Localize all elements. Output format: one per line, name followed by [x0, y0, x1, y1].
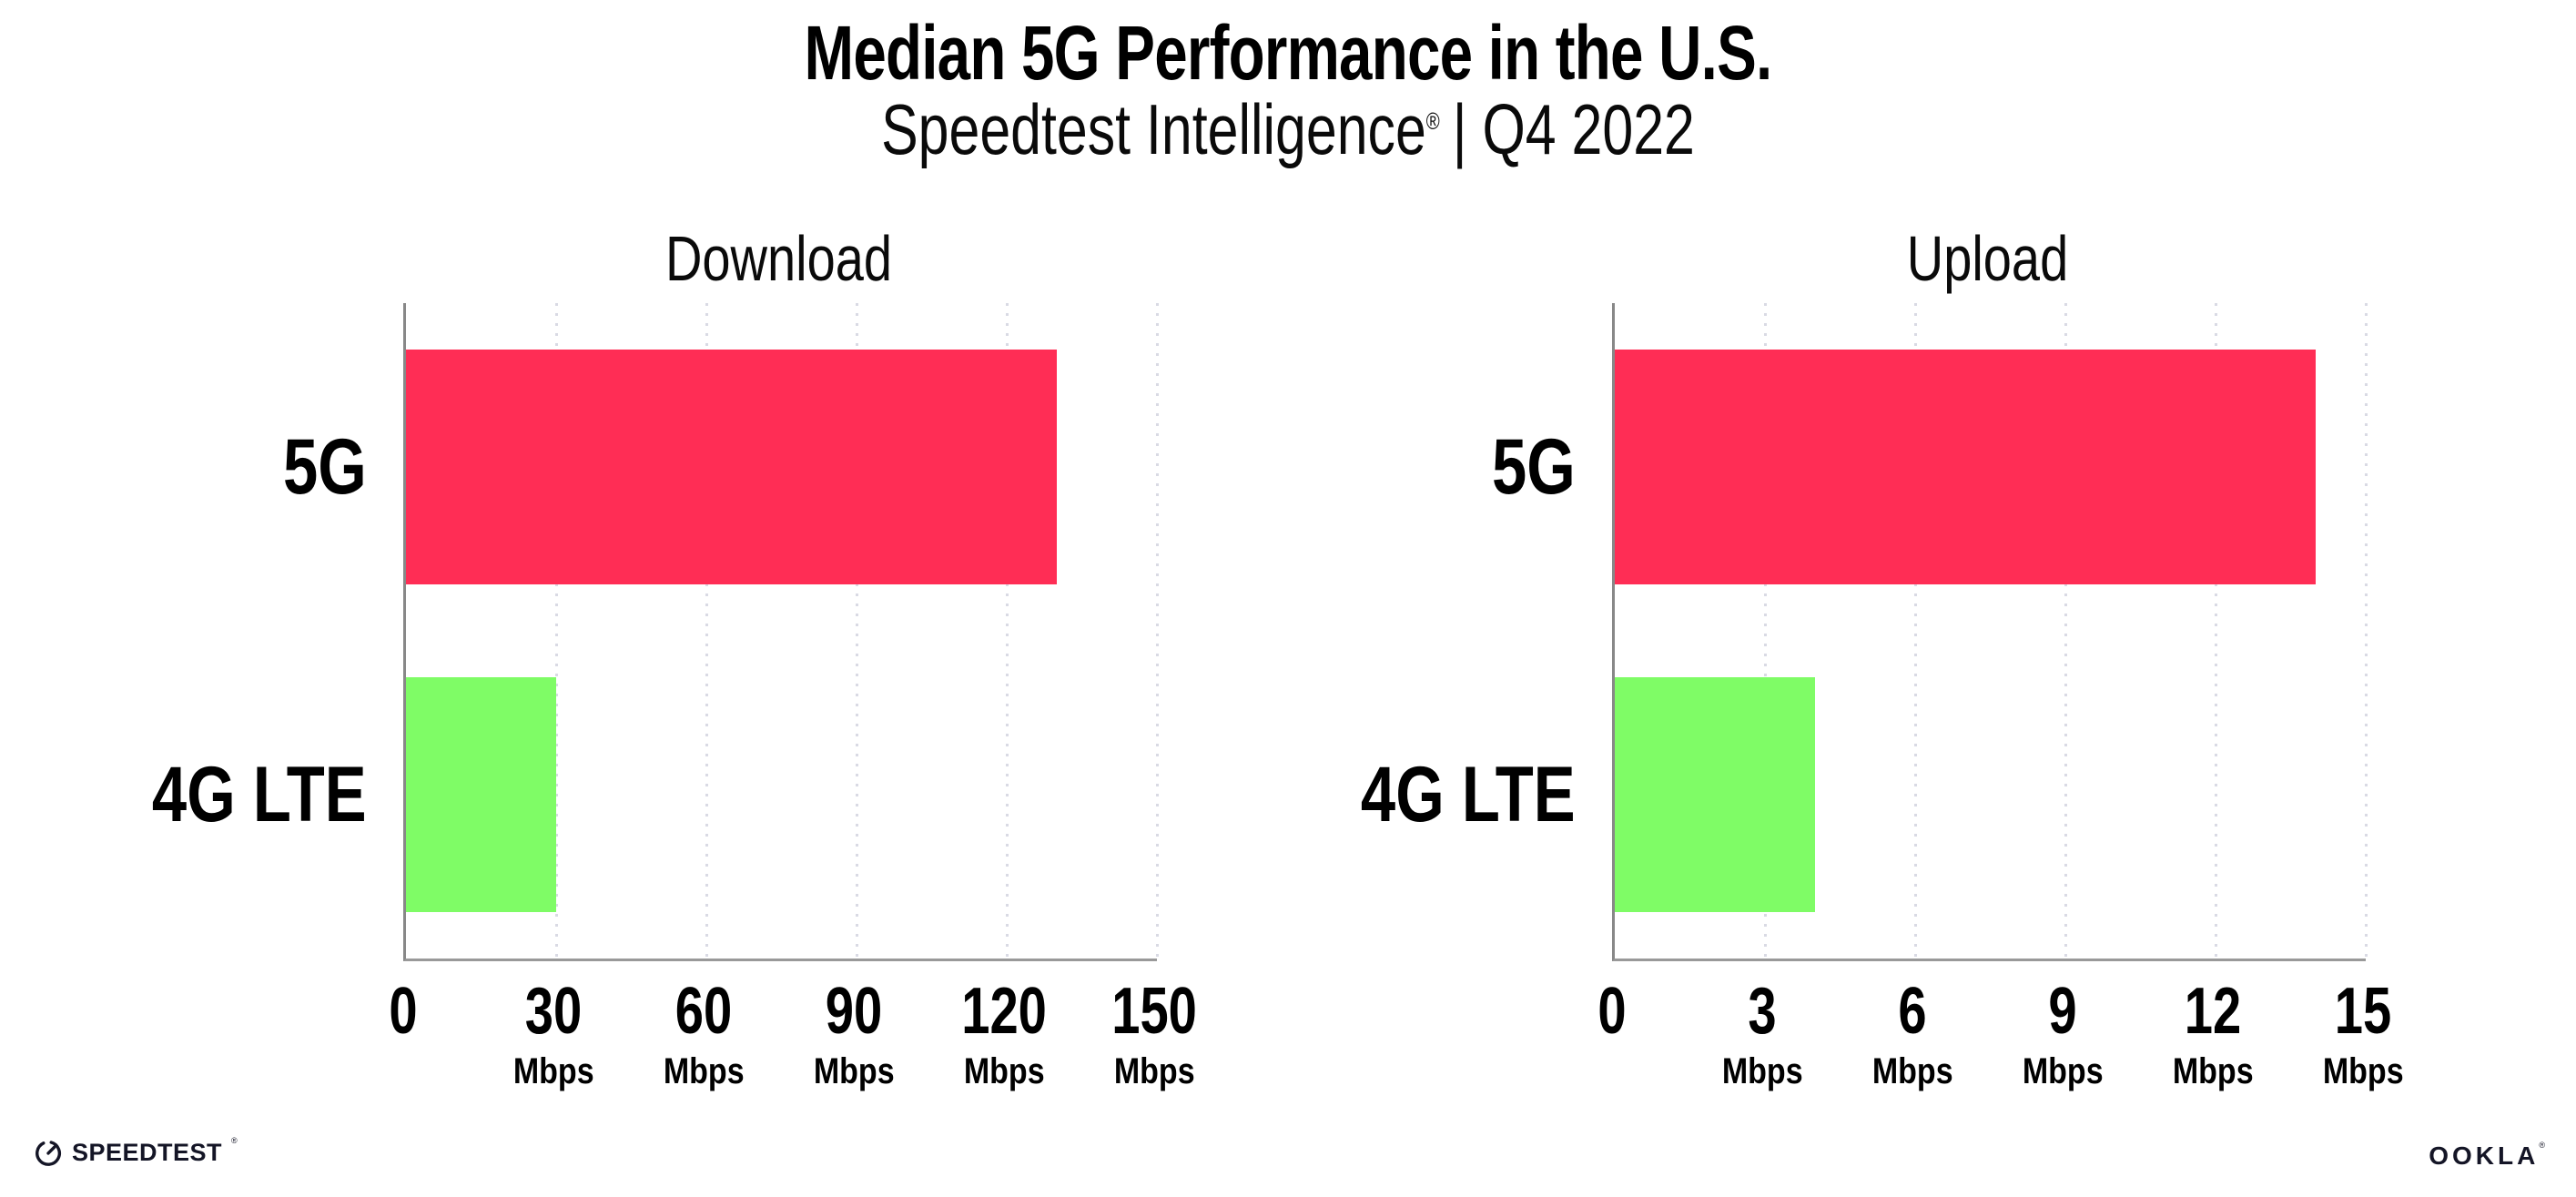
- tick-value: 15: [2334, 975, 2392, 1048]
- speedtest-gauge-icon: [35, 1141, 61, 1166]
- gridline: [555, 303, 558, 959]
- ookla-wordmark: OOKLA: [2429, 1141, 2540, 1170]
- plot-area: [1612, 303, 2368, 961]
- chart-title: Upload: [1906, 223, 2069, 294]
- gridline: [1156, 303, 1159, 959]
- tick-value: 6: [1898, 975, 1927, 1048]
- tick-value: 120: [961, 975, 1047, 1048]
- gridline: [2365, 303, 2368, 959]
- x-tick: 60 Mbps: [622, 979, 786, 1090]
- bar-5g: [1615, 350, 2316, 584]
- x-tick: 90 Mbps: [772, 979, 936, 1090]
- subtitle-product: Speedtest Intelligence: [881, 89, 1426, 169]
- x-tick: 0: [1530, 979, 1694, 1044]
- category-label-4g-lte: 4G LTE: [1361, 750, 1576, 838]
- speedtest-trademark-symbol: ®: [231, 1136, 238, 1145]
- subtitle-period: | Q4 2022: [1452, 89, 1695, 169]
- tick-unit: Mbps: [512, 1051, 594, 1091]
- x-tick: 30 Mbps: [472, 979, 635, 1090]
- tick-unit: Mbps: [2022, 1051, 2104, 1091]
- x-tick: 6 Mbps: [1831, 979, 1994, 1090]
- tick-value: 0: [1597, 975, 1627, 1048]
- x-tick: 12 Mbps: [2131, 979, 2295, 1090]
- ookla-logo: OOKLA ®: [2429, 1140, 2545, 1172]
- tick-value: 30: [524, 975, 583, 1048]
- bar-4g-lte: [1615, 677, 1815, 912]
- gridline: [1006, 303, 1009, 959]
- plot-area: [403, 303, 1159, 961]
- page-title: Median 5G Performance in the U.S.: [804, 10, 1773, 96]
- bar-5g: [406, 350, 1057, 584]
- tick-unit: Mbps: [1871, 1051, 1953, 1091]
- tick-value: 150: [1111, 975, 1197, 1048]
- tick-value: 9: [2048, 975, 2077, 1048]
- category-label-5g: 5G: [1492, 422, 1576, 511]
- tick-unit: Mbps: [2322, 1051, 2404, 1091]
- page-subtitle: Speedtest Intelligence® | Q4 2022: [283, 89, 2292, 169]
- category-label-4g-lte: 4G LTE: [152, 750, 367, 838]
- gridline: [2215, 303, 2217, 959]
- tick-unit: Mbps: [1113, 1051, 1195, 1091]
- x-tick: 120 Mbps: [922, 979, 1086, 1090]
- x-tick: 0: [321, 979, 485, 1044]
- registered-trademark-symbol: ®: [1425, 107, 1440, 135]
- speedtest-logo: SPEEDTEST ®: [33, 1134, 238, 1171]
- tick-value: 0: [389, 975, 418, 1048]
- x-tick: 150 Mbps: [1072, 979, 1236, 1090]
- ookla-trademark-symbol: ®: [2539, 1141, 2545, 1150]
- gridline: [1914, 303, 1917, 959]
- gridline: [705, 303, 708, 959]
- gridline: [1764, 303, 1767, 959]
- chart-title: Download: [664, 223, 893, 294]
- upload-chart: Upload 5G 4G LTE 0 3 Mbps 6 Mbps 9 Mbps 12 Mbps 15 Mb…: [1361, 0, 2403, 1197]
- bar-4g-lte: [406, 677, 556, 912]
- x-tick: 15 Mbps: [2281, 979, 2445, 1090]
- tick-unit: Mbps: [1721, 1051, 1803, 1091]
- tick-unit: Mbps: [2172, 1051, 2254, 1091]
- tick-value: 90: [825, 975, 883, 1048]
- category-label-5g: 5G: [283, 422, 367, 511]
- download-chart: Download 5G 4G LTE 0 30 Mbps 60 Mbps 90 Mbps 120 Mb…: [152, 0, 1197, 1197]
- tick-value: 3: [1748, 975, 1777, 1048]
- tick-unit: Mbps: [663, 1051, 745, 1091]
- tick-value: 12: [2184, 975, 2242, 1048]
- speedtest-wordmark: SPEEDTEST: [72, 1138, 223, 1166]
- gridline: [2064, 303, 2067, 959]
- x-tick: 9 Mbps: [1981, 979, 2145, 1090]
- tick-value: 60: [674, 975, 733, 1048]
- gridline: [856, 303, 858, 959]
- tick-unit: Mbps: [963, 1051, 1045, 1091]
- tick-unit: Mbps: [813, 1051, 895, 1091]
- x-tick: 3 Mbps: [1680, 979, 1844, 1090]
